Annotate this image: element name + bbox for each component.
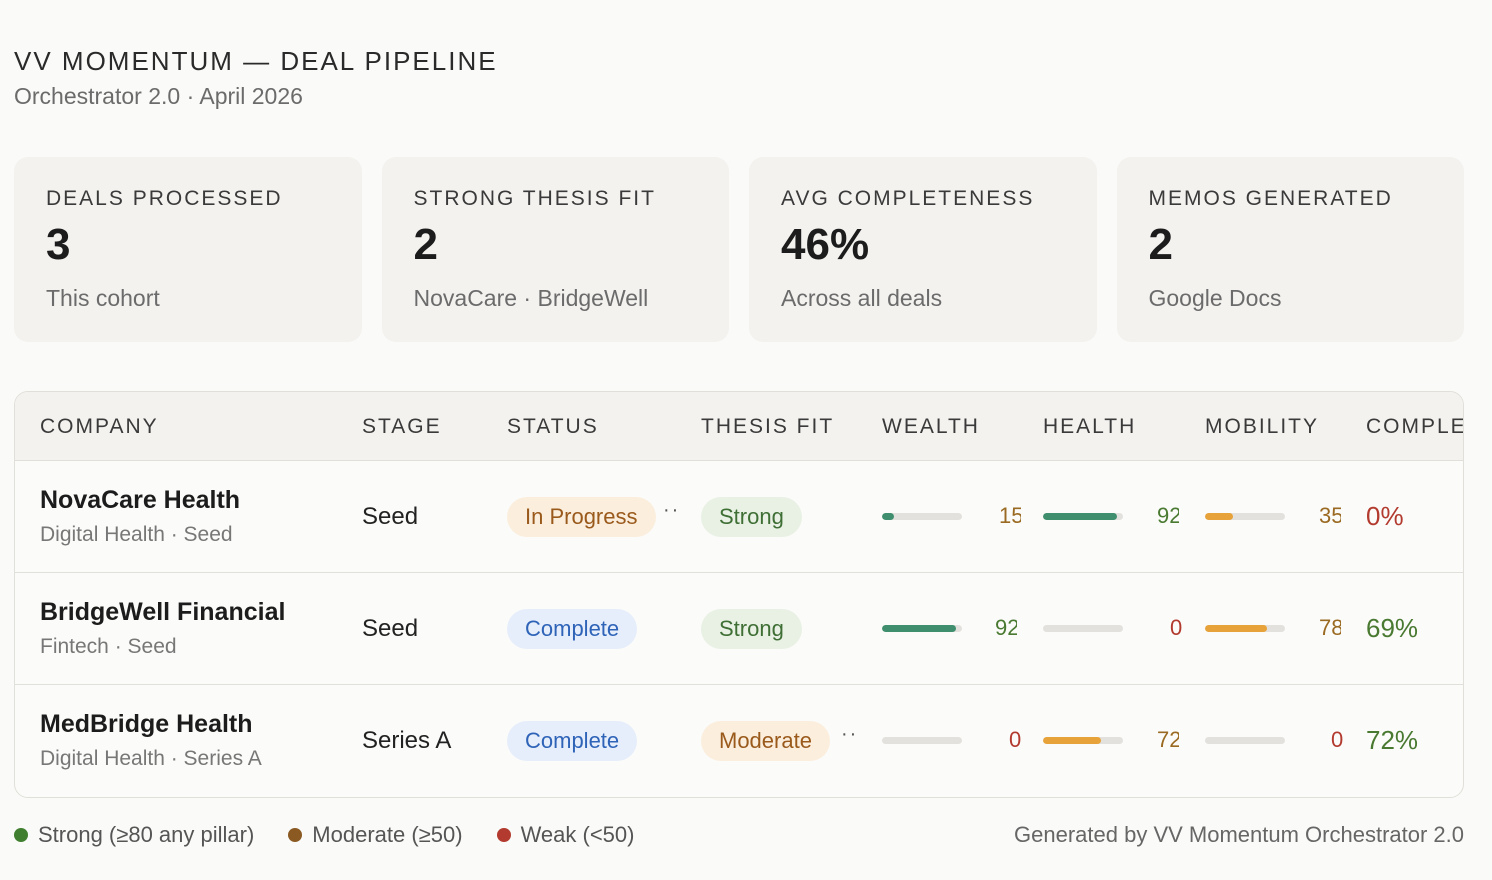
health-score: 92 (1157, 503, 1179, 528)
status-badge: In Progress (507, 497, 656, 537)
legend: Strong (≥80 any pillar) Moderate (≥50) W… (14, 822, 668, 848)
company-meta: Digital Health · Seed (40, 523, 233, 546)
company-cell: NovaCare Health Digital Health · Seed (40, 486, 240, 547)
health-bar (1043, 625, 1123, 632)
company-name[interactable]: NovaCare Health (40, 486, 241, 514)
health-bar (1043, 737, 1123, 744)
kpi-deals-processed: DEALS PROCESSED 3 This cohort (14, 157, 362, 342)
legend-moderate: Moderate (≥50) (288, 822, 463, 848)
col-stage[interactable]: STAGE (362, 415, 442, 438)
kpi-sub: NovaCare · BridgeWell (413, 285, 649, 311)
table-row[interactable]: BridgeWell Financial Fintech · Seed Seed… (15, 573, 1463, 685)
weak-dot-icon (496, 828, 511, 842)
wealth-bar (882, 625, 962, 632)
company-name[interactable]: MedBridge Health (40, 710, 253, 738)
kpi-memos-generated: MEMOS GENERATED 2 Google Docs (1116, 157, 1464, 342)
col-health[interactable]: HEALTH (1043, 415, 1137, 438)
wealth-bar-fill (882, 513, 894, 520)
kpi-strong-thesis-fit: STRONG THESIS FIT 2 NovaCare · BridgeWel… (381, 157, 729, 342)
col-thesis-fit[interactable]: THESIS FIT (701, 415, 835, 438)
kpi-label: MEMOS GENERATED (1148, 187, 1393, 210)
table-row[interactable]: MedBridge Health Digital Health · Series… (15, 685, 1463, 797)
wealth-bar-fill (882, 625, 956, 632)
strong-dot-icon (14, 828, 28, 842)
kpi-value: 3 (46, 220, 71, 269)
company-meta: Digital Health · Series A (40, 747, 262, 770)
page-title: VV MOMENTUM — DEAL PIPELINE (14, 46, 498, 76)
more-icon[interactable]: ·· (841, 723, 859, 745)
legend-label: Strong (≥80 any pillar) (38, 822, 255, 847)
stage-cell: Seed (362, 503, 419, 530)
kpi-avg-completeness: AVG COMPLETENESS 46% Across all deals (749, 157, 1097, 342)
kpi-value: 2 (413, 220, 438, 269)
col-mobility[interactable]: MOBILITY (1205, 415, 1320, 438)
col-company[interactable]: COMPANY (40, 415, 159, 438)
company-name[interactable]: BridgeWell Financial (40, 598, 286, 626)
wealth-bar (882, 513, 962, 520)
completeness-value: 69% (1366, 613, 1419, 643)
status-badge: Complete (507, 609, 638, 649)
health-score: 72 (1157, 727, 1179, 752)
kpi-label: AVG COMPLETENESS (781, 187, 1035, 210)
mobility-bar (1205, 737, 1285, 744)
table-header: COMPANY STAGE STATUS THESIS FIT WEALTH H… (15, 392, 1463, 461)
mobility-bar-fill (1205, 513, 1233, 520)
table-row[interactable]: NovaCare Health Digital Health · Seed Se… (15, 461, 1463, 573)
mobility-score: 35 (1319, 503, 1341, 528)
page-header: VV MOMENTUM — DEAL PIPELINE Orchestrator… (14, 46, 498, 110)
footer-note: Generated by VV Momentum Orchestrator 2.… (1014, 822, 1464, 847)
kpi-sub: Across all deals (781, 285, 943, 311)
kpi-value: 2 (1148, 220, 1173, 269)
kpi-label: STRONG THESIS FIT (413, 187, 656, 210)
col-wealth[interactable]: WEALTH (882, 415, 980, 438)
stage-cell: Seed (362, 615, 419, 642)
page-subtitle: Orchestrator 2.0 · April 2026 (14, 83, 303, 109)
kpi-label: DEALS PROCESSED (46, 187, 283, 210)
kpi-sub: This cohort (46, 285, 160, 311)
more-icon[interactable]: ·· (663, 499, 681, 521)
legend-label: Moderate (≥50) (312, 822, 463, 847)
mobility-bar (1205, 625, 1285, 632)
wealth-score: 15 (999, 503, 1021, 528)
thesis-fit-badge: Strong (701, 497, 802, 537)
wealth-bar (882, 737, 962, 744)
col-completeness[interactable]: COMPLE (1366, 415, 1464, 438)
mobility-score: 0 (1331, 727, 1343, 752)
legend-label: Weak (<50) (520, 822, 635, 847)
kpi-cards: DEALS PROCESSED 3 This cohort STRONG THE… (14, 157, 1464, 342)
health-bar-fill (1043, 737, 1101, 744)
wealth-score: 92 (995, 615, 1017, 640)
mobility-score: 78 (1319, 615, 1341, 640)
kpi-value: 46% (781, 220, 870, 269)
completeness-value: 0% (1366, 501, 1404, 531)
health-bar (1043, 513, 1123, 520)
status-badge: Complete (507, 721, 638, 761)
moderate-dot-icon (288, 828, 303, 842)
company-cell: BridgeWell Financial Fintech · Seed (40, 598, 285, 659)
thesis-fit-badge: Strong (701, 609, 802, 649)
company-meta: Fintech · Seed (40, 635, 177, 658)
legend-strong: Strong (≥80 any pillar) (14, 822, 254, 848)
company-cell: MedBridge Health Digital Health · Series… (40, 710, 262, 771)
stage-cell: Series A (362, 727, 452, 754)
wealth-score: 0 (1009, 727, 1021, 752)
legend-weak: Weak (<50) (496, 822, 635, 848)
col-status[interactable]: STATUS (507, 415, 599, 438)
deal-table: COMPANY STAGE STATUS THESIS FIT WEALTH H… (14, 391, 1464, 798)
mobility-bar-fill (1205, 625, 1268, 632)
mobility-bar (1205, 513, 1285, 520)
health-score: 0 (1170, 615, 1182, 640)
completeness-value: 72% (1366, 725, 1419, 755)
thesis-fit-badge: Moderate (701, 721, 830, 761)
health-bar-fill (1043, 513, 1117, 520)
kpi-sub: Google Docs (1148, 285, 1282, 311)
